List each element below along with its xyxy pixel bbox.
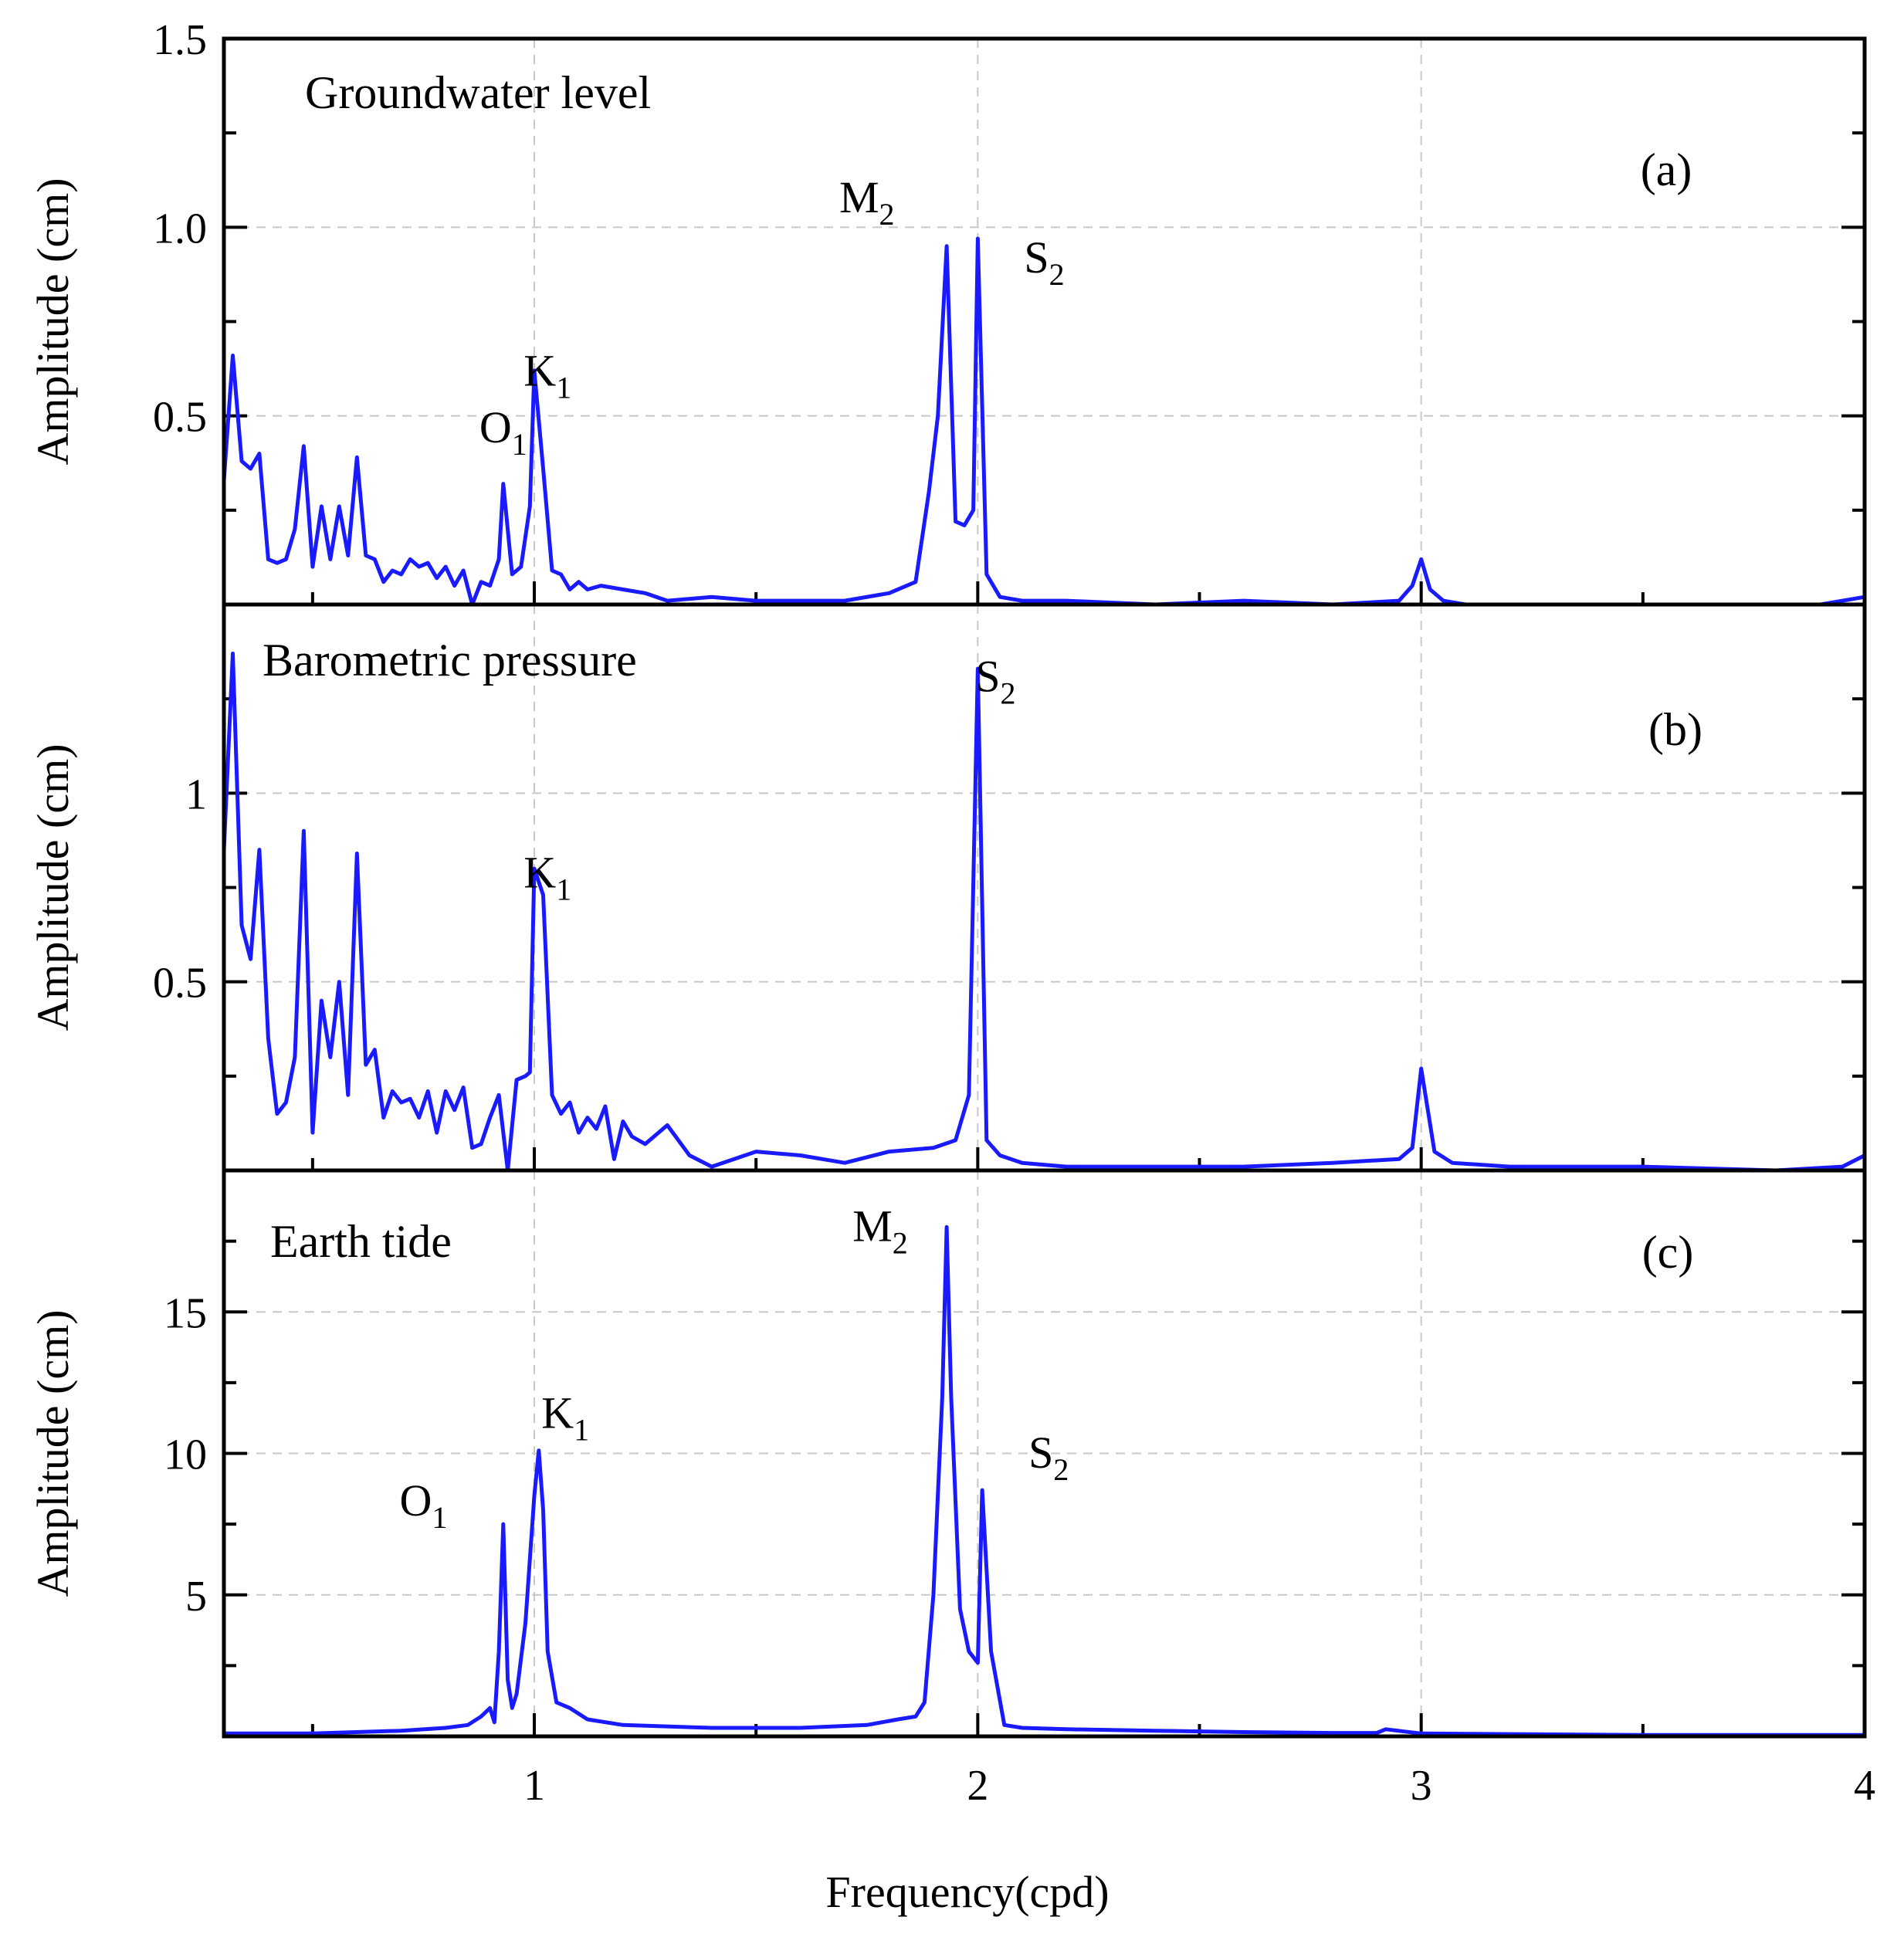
- peak-label: K1: [541, 1388, 589, 1448]
- peak-label-main: K: [523, 848, 556, 898]
- peak-label-main: M: [839, 172, 879, 222]
- panels-group: 0.5 1.0 1.5 Amplitude (cm) Groundwater level…: [28, 16, 1875, 1810]
- peak-label: S2: [975, 651, 1015, 710]
- panel-title: Earth tide: [270, 1216, 452, 1267]
- panel-tag: (a): [1641, 144, 1692, 195]
- peak-label-main: M: [852, 1201, 893, 1252]
- y-tick-label: 0.5: [153, 394, 207, 442]
- peak-label-main: O: [479, 402, 512, 452]
- peak-label-main: S: [1024, 232, 1049, 283]
- peak-label-subscript: 2: [879, 197, 895, 232]
- chart-panel-2: 0.5 1 Amplitude (cm) Barometric pressure (b)…: [28, 602, 1867, 1173]
- peak-label: O1: [479, 402, 527, 462]
- y-axis-title: Amplitude (cm): [28, 178, 78, 465]
- y-axis-title: Amplitude (cm): [28, 743, 78, 1031]
- peak-label-subscript: 1: [556, 872, 571, 907]
- peak-label-main: O: [400, 1475, 432, 1526]
- peak-label: S2: [1024, 232, 1064, 292]
- x-tick-label: 3: [1411, 1762, 1432, 1810]
- peak-label: S2: [1028, 1428, 1069, 1487]
- peak-label-subscript: 2: [1000, 676, 1015, 710]
- x-tick-label: 1: [523, 1762, 545, 1810]
- peak-label-subscript: 2: [1053, 1452, 1069, 1487]
- peak-label-subscript: 1: [512, 427, 527, 462]
- y-tick-label: 1: [185, 771, 207, 818]
- panel-title: Groundwater level: [305, 67, 651, 118]
- series-line: [224, 1224, 1865, 1737]
- peak-label: K1: [523, 346, 571, 405]
- y-tick-label: 1.0: [153, 205, 207, 252]
- peak-label-main: S: [975, 651, 1000, 701]
- y-tick-label: 5: [185, 1573, 207, 1621]
- x-tick-label: 4: [1854, 1762, 1875, 1810]
- peak-label-subscript: 2: [1049, 257, 1065, 292]
- plot-frame: [222, 1168, 1867, 1739]
- peak-label-subscript: 1: [574, 1413, 589, 1448]
- peak-label-main: K: [523, 346, 556, 396]
- y-tick-label: 0.5: [153, 960, 207, 1008]
- peak-label-main: S: [1028, 1428, 1053, 1478]
- y-axis-title: Amplitude (cm): [28, 1309, 78, 1597]
- peak-label-subscript: 2: [893, 1226, 908, 1261]
- series-line: [222, 652, 1866, 1173]
- panel-tag: (b): [1648, 704, 1702, 755]
- panel-title: Barometric pressure: [263, 635, 637, 686]
- x-tick-label: 2: [967, 1762, 988, 1810]
- series-line: [222, 236, 1865, 607]
- x-axis-title: Frequency(cpd): [825, 1867, 1109, 1917]
- peak-label: M2: [852, 1201, 908, 1261]
- panel-tag: (c): [1642, 1227, 1694, 1278]
- peak-label-subscript: 1: [556, 371, 571, 405]
- y-tick-label: 10: [164, 1431, 207, 1479]
- peak-label: O1: [400, 1475, 448, 1535]
- peak-label: M2: [839, 172, 895, 232]
- peak-label: K1: [523, 848, 571, 907]
- peak-label-subscript: 1: [432, 1500, 447, 1535]
- y-tick-label: 15: [164, 1289, 207, 1337]
- peak-label-main: K: [541, 1388, 574, 1438]
- y-tick-label: 1.5: [153, 16, 207, 64]
